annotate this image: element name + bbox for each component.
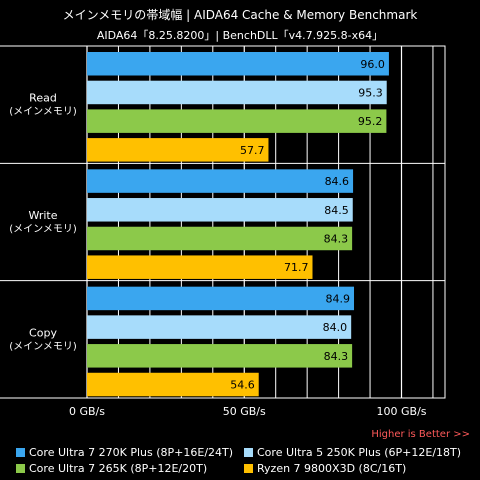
- bar-1-2: [87, 226, 353, 251]
- bar-1-1: [87, 198, 353, 222]
- legend-label-2: Core Ultra 7 265K (8P+12E/20T): [29, 462, 208, 475]
- category-label-1-1: (メインメモリ): [9, 224, 77, 235]
- bar-2-1: [87, 315, 352, 339]
- data-label-1-3: 71.7: [284, 261, 309, 274]
- category-label-1-0: Write: [28, 209, 57, 222]
- legend-swatch-0: [16, 448, 25, 457]
- bar-2-2: [87, 344, 353, 368]
- legend-item-2: Core Ultra 7 265K (8P+12E/20T): [16, 462, 207, 475]
- data-label-2-3: 54.6: [230, 379, 255, 392]
- category-label-2-0: Copy: [29, 326, 57, 339]
- category-label-0-0: Read: [29, 92, 57, 105]
- chart-subtitle: AIDA64「8.25.8200」| BenchDLL「v4.7.925.8-x…: [96, 29, 384, 42]
- bar-1-3: [87, 255, 313, 279]
- legend-item-0: Core Ultra 7 270K Plus (8P+16E/24T): [16, 446, 233, 459]
- data-label-0-3: 57.7: [240, 144, 265, 157]
- x-tick-label-2: 100 GB/s: [377, 405, 427, 418]
- legend-item-1: Core Ultra 5 250K Plus (6P+12E/18T): [244, 446, 461, 459]
- data-label-1-1: 84.5: [324, 204, 349, 217]
- legend-label-0: Core Ultra 7 270K Plus (8P+16E/24T): [29, 446, 234, 459]
- bar-0-3: [87, 138, 269, 162]
- bar-0-0: [87, 52, 389, 76]
- category-label-2-1: (メインメモリ): [9, 341, 77, 352]
- data-label-1-0: 84.6: [325, 175, 350, 188]
- legend-swatch-1: [244, 448, 253, 457]
- bar-0-2: [87, 109, 387, 133]
- bar-2-3: [87, 372, 259, 397]
- legend-swatch-2: [16, 464, 25, 473]
- data-label-2-0: 84.9: [326, 292, 351, 305]
- x-tick-label-1: 50 GB/s: [223, 405, 266, 418]
- data-label-1-2: 84.3: [324, 232, 349, 245]
- legend-swatch-3: [244, 464, 253, 473]
- plot-area: [87, 46, 445, 398]
- bar-2-0: [87, 286, 355, 311]
- data-label-0-1: 95.3: [358, 86, 383, 99]
- legend-label-3: Ryzen 7 9800X3D (8C/16T): [257, 462, 407, 475]
- data-label-0-0: 96.0: [360, 58, 385, 71]
- x-tick-label-0: 0 GB/s: [69, 405, 105, 418]
- bar-1-0: [87, 169, 354, 193]
- bar-0-1: [87, 80, 387, 105]
- higher-is-better-note: Higher is Better >>: [371, 429, 470, 440]
- chart-title: メインメモリの帯域幅 | AIDA64 Cache & Memory Bench…: [62, 8, 418, 22]
- data-label-2-1: 84.0: [323, 321, 348, 334]
- legend-item-3: Ryzen 7 9800X3D (8C/16T): [244, 462, 406, 475]
- data-label-0-2: 95.2: [358, 115, 383, 128]
- data-label-2-2: 84.3: [324, 350, 349, 363]
- category-label-0-1: (メインメモリ): [9, 107, 77, 118]
- legend-label-1: Core Ultra 5 250K Plus (6P+12E/18T): [257, 446, 462, 459]
